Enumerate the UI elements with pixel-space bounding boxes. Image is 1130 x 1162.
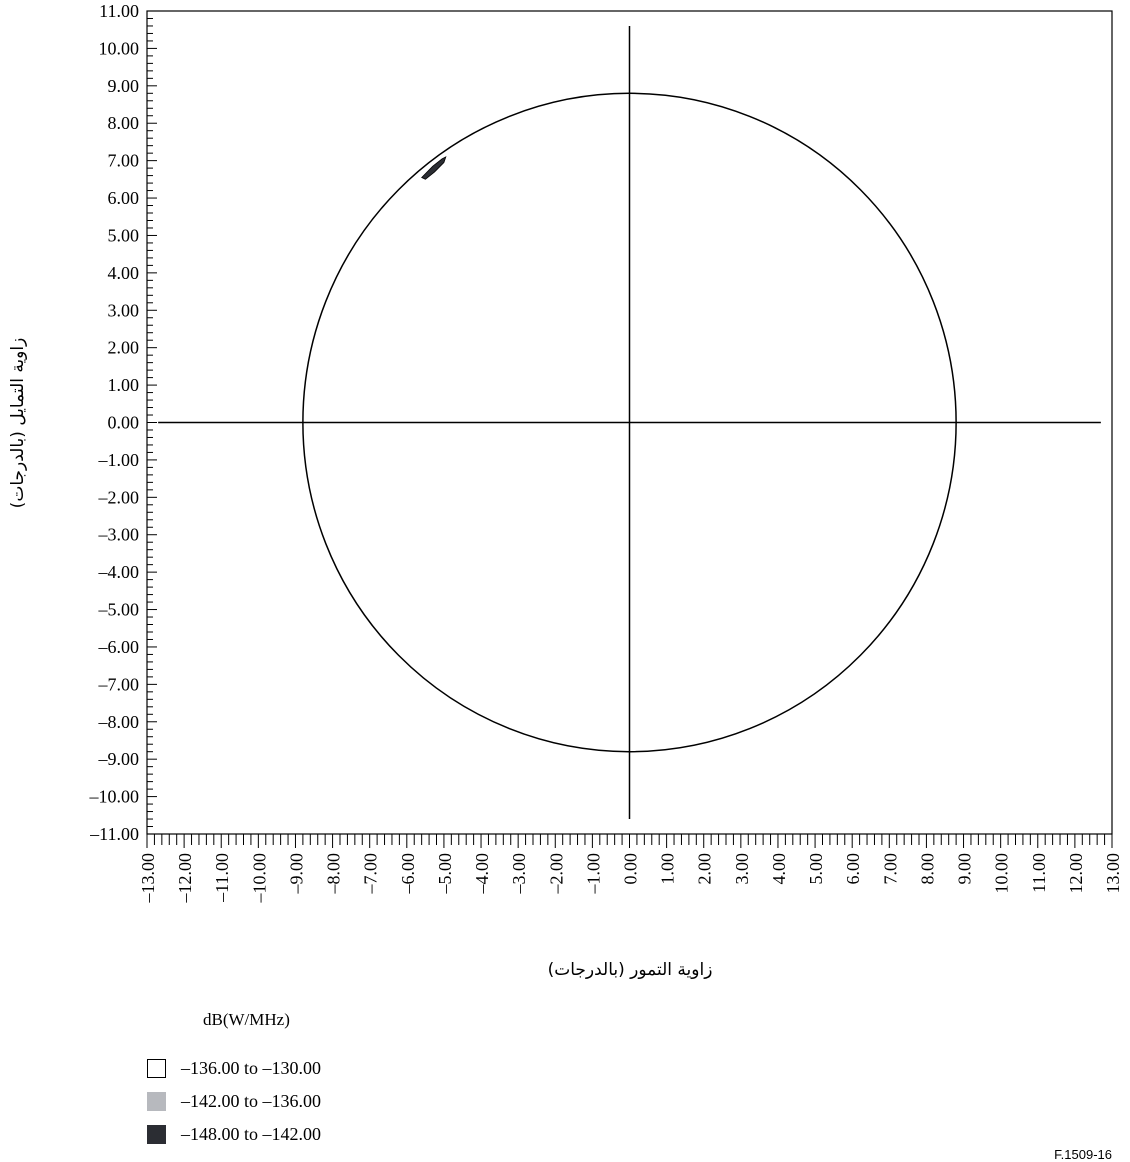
y-axis-label: زاوية التمايل (بالدرجات) xyxy=(8,338,28,509)
y-tick-label: –11.00 xyxy=(89,824,139,844)
y-tick-label: 7.00 xyxy=(108,151,140,171)
x-tick-label: 5.00 xyxy=(806,853,826,885)
y-tick-label: –5.00 xyxy=(98,600,140,620)
x-tick-label: –3.00 xyxy=(509,853,529,895)
y-tick-label: 11.00 xyxy=(99,1,139,21)
legend-item: –136.00 to –130.00 xyxy=(147,1058,321,1079)
x-tick-label: 7.00 xyxy=(880,853,900,885)
legend-swatch xyxy=(147,1125,166,1144)
y-tick-label: 0.00 xyxy=(108,413,140,433)
legend-label: –142.00 to –136.00 xyxy=(181,1091,322,1111)
x-tick-label: 10.00 xyxy=(992,853,1012,894)
y-tick-label: –1.00 xyxy=(98,450,140,470)
x-tick-label: –13.00 xyxy=(138,853,158,904)
legend: –136.00 to –130.00 –142.00 to –136.00 –1… xyxy=(147,1058,321,1157)
y-tick-label: 1.00 xyxy=(108,375,140,395)
x-tick-label: 12.00 xyxy=(1066,853,1086,894)
x-tick-label: –8.00 xyxy=(324,853,344,895)
y-tick-label: 2.00 xyxy=(108,338,140,358)
y-tick-label: –4.00 xyxy=(98,562,140,582)
x-tick-label: 13.00 xyxy=(1103,853,1123,894)
contour-region xyxy=(421,156,447,180)
x-tick-label: –11.00 xyxy=(212,853,232,903)
legend-label: –136.00 to –130.00 xyxy=(181,1058,322,1078)
y-tick-label: –7.00 xyxy=(98,674,140,694)
x-tick-label: 3.00 xyxy=(732,853,752,885)
legend-item: –148.00 to –142.00 xyxy=(147,1124,321,1145)
x-tick-label: –4.00 xyxy=(472,853,492,895)
x-tick-label: –10.00 xyxy=(249,853,269,904)
x-tick-label: 6.00 xyxy=(843,853,863,885)
x-tick-label: 8.00 xyxy=(917,853,937,885)
x-tick-label: –2.00 xyxy=(546,853,566,895)
x-tick-label: –9.00 xyxy=(286,853,306,895)
x-tick-label: 9.00 xyxy=(955,853,975,885)
y-tick-label: –8.00 xyxy=(98,712,140,732)
y-tick-label: –10.00 xyxy=(89,787,140,807)
y-tick-label: 6.00 xyxy=(108,188,140,208)
legend-item: –142.00 to –136.00 xyxy=(147,1091,321,1112)
x-tick-label: 4.00 xyxy=(769,853,789,885)
figure-code: F.1509-16 xyxy=(1054,1147,1112,1162)
x-tick-label: 0.00 xyxy=(621,853,641,885)
x-tick-label: –5.00 xyxy=(435,853,455,895)
x-tick-label: 1.00 xyxy=(658,853,678,885)
y-tick-label: 9.00 xyxy=(108,76,140,96)
x-tick-label: –7.00 xyxy=(361,853,381,895)
coverage-circle xyxy=(302,92,957,753)
legend-swatch xyxy=(147,1059,166,1078)
x-tick-label: –6.00 xyxy=(398,853,418,895)
y-tick-label: 3.00 xyxy=(108,300,140,320)
y-tick-label: 5.00 xyxy=(108,225,140,245)
y-tick-label: –6.00 xyxy=(98,637,140,657)
x-tick-label: –12.00 xyxy=(175,853,195,904)
x-tick-label: 11.00 xyxy=(1029,853,1049,893)
y-tick-label: 4.00 xyxy=(108,263,140,283)
x-tick-label: 2.00 xyxy=(695,853,715,885)
legend-label: –148.00 to –142.00 xyxy=(181,1124,322,1144)
y-tick-label: –3.00 xyxy=(98,525,140,545)
y-tick-label: –2.00 xyxy=(98,487,140,507)
x-axis-label: زاوية التمور (بالدرجات) xyxy=(548,960,713,980)
legend-swatch xyxy=(147,1092,166,1111)
legend-title: dB(W/MHz) xyxy=(203,1010,290,1029)
y-tick-label: –9.00 xyxy=(98,749,140,769)
y-tick-label: 10.00 xyxy=(99,38,140,58)
y-tick-label: 8.00 xyxy=(108,113,140,133)
x-tick-label: –1.00 xyxy=(583,853,603,895)
